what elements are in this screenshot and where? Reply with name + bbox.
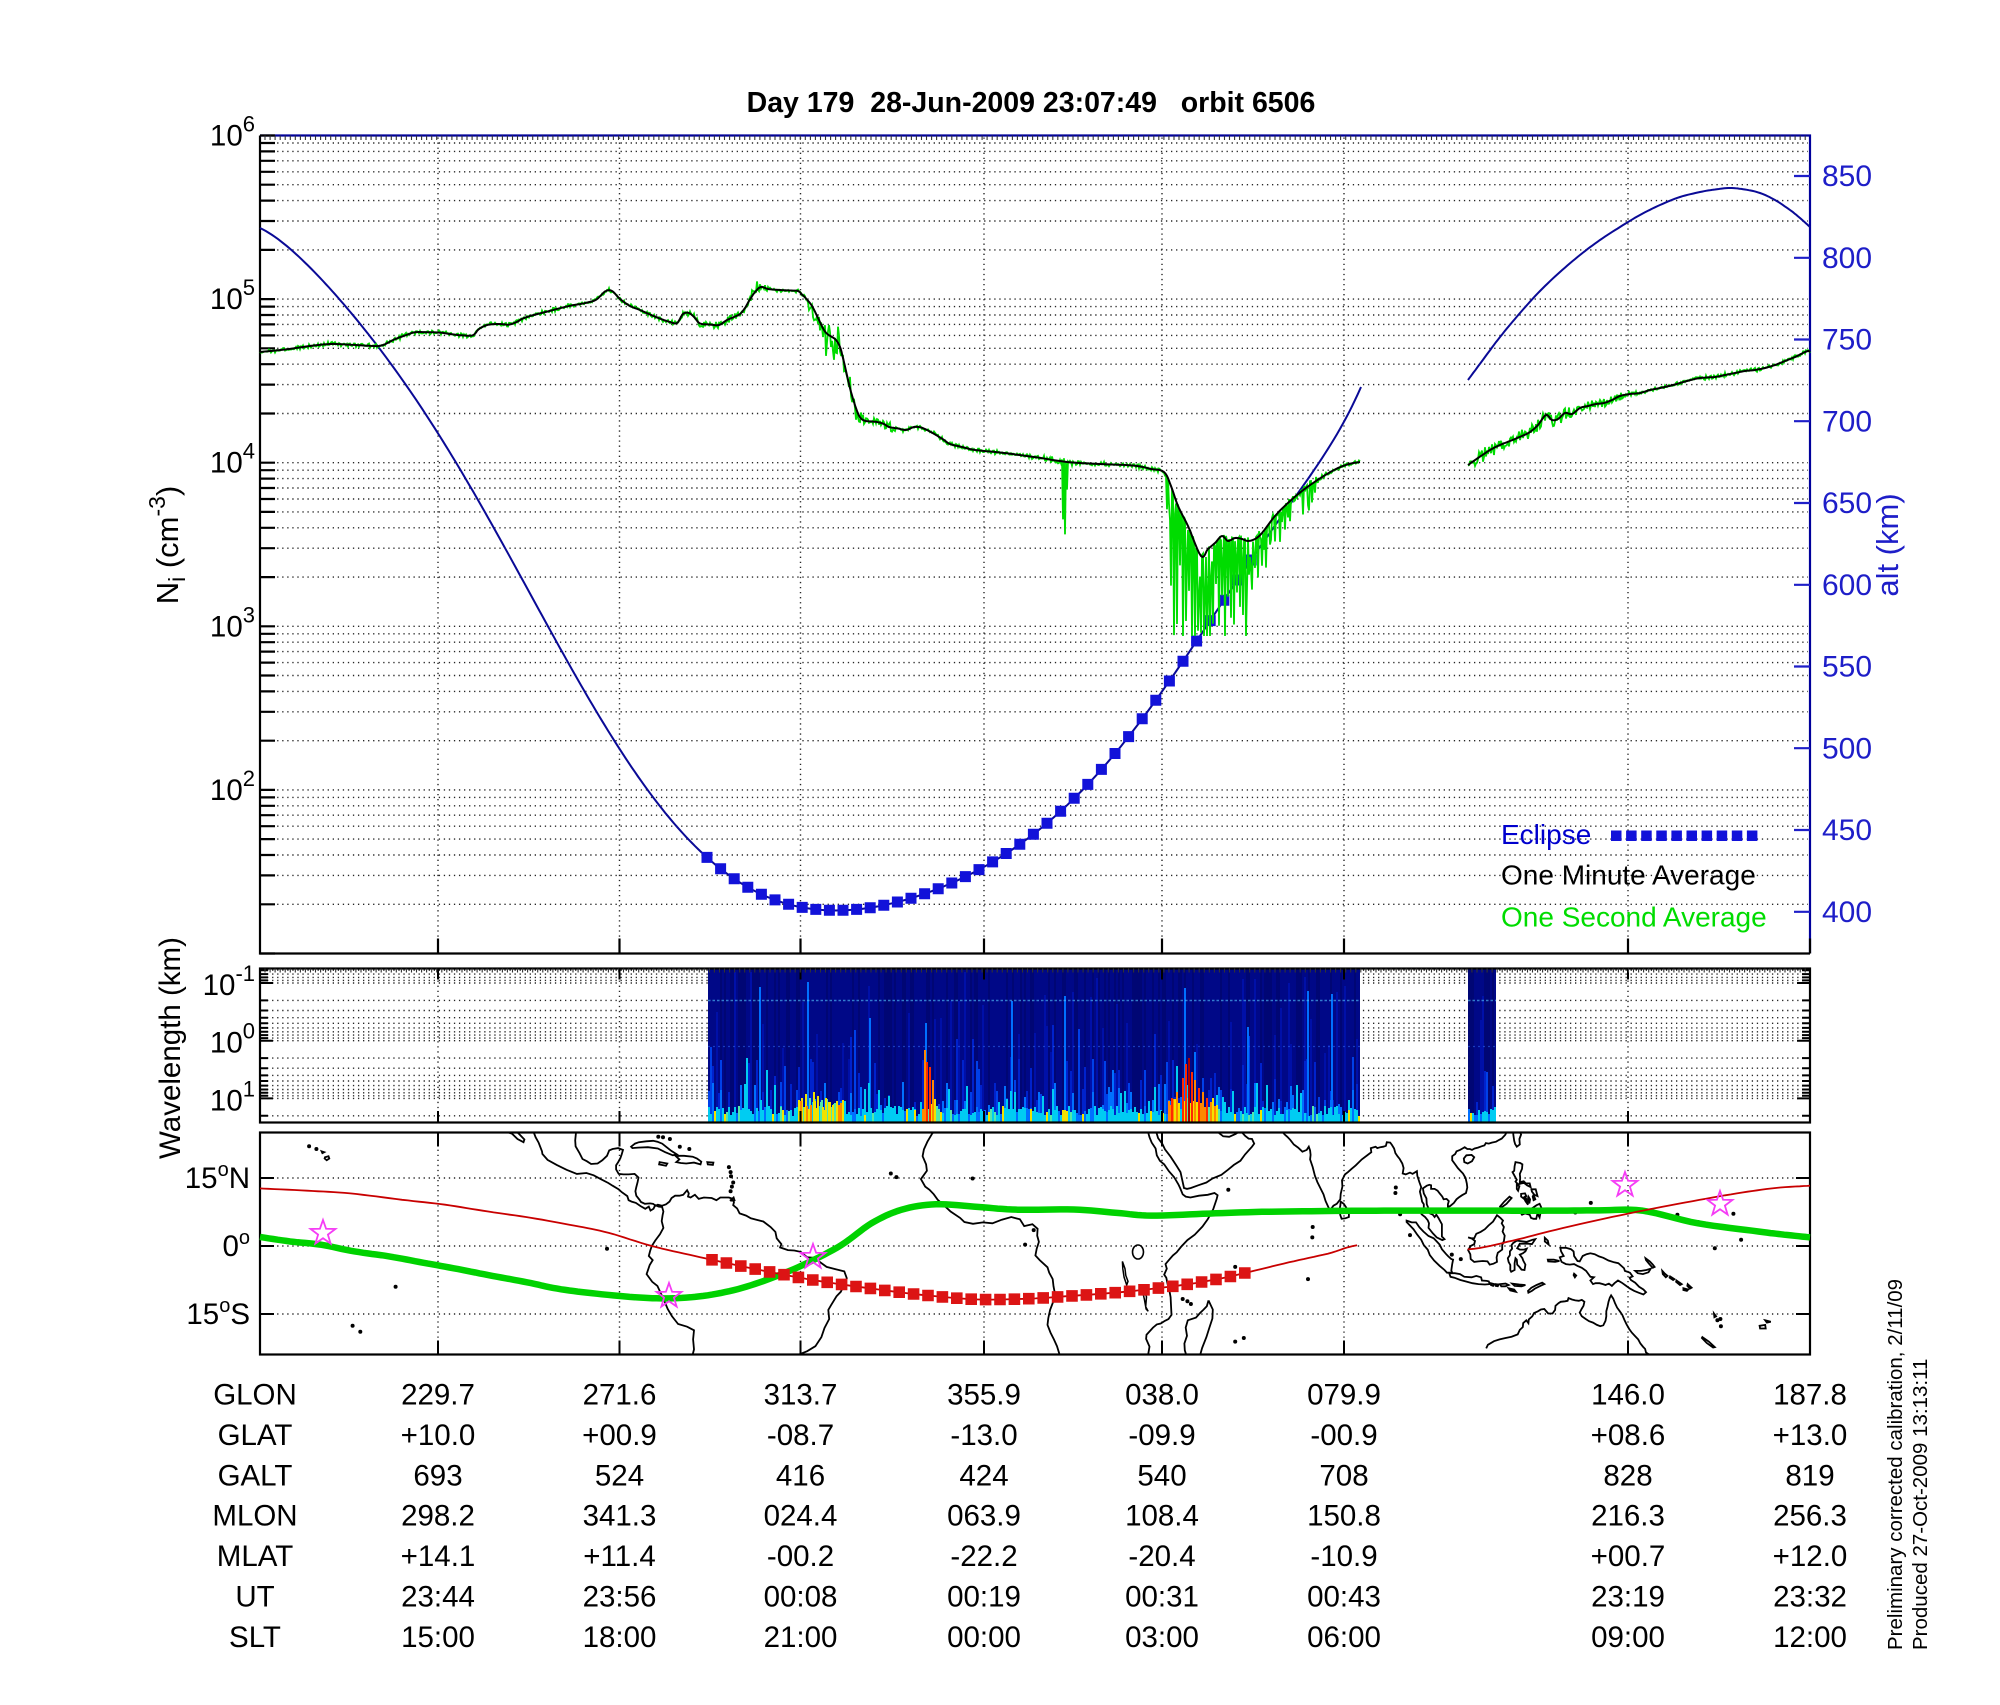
- svg-text:00:31: 00:31: [1125, 1581, 1199, 1614]
- svg-text:650: 650: [1822, 487, 1872, 520]
- svg-text:UT: UT: [235, 1581, 274, 1614]
- svg-text:708: 708: [1319, 1459, 1368, 1492]
- svg-text:187.8: 187.8: [1773, 1379, 1847, 1412]
- svg-text:+00.9: +00.9: [582, 1419, 657, 1452]
- svg-text:313.7: 313.7: [764, 1379, 838, 1412]
- svg-text:12:00: 12:00: [1773, 1621, 1847, 1654]
- svg-text:00:00: 00:00: [947, 1621, 1021, 1654]
- svg-text:271.6: 271.6: [583, 1379, 657, 1412]
- svg-text:-10.9: -10.9: [1310, 1540, 1377, 1573]
- svg-text:15:00: 15:00: [401, 1621, 475, 1654]
- svg-text:+12.0: +12.0: [1773, 1540, 1848, 1573]
- svg-text:00:19: 00:19: [947, 1581, 1021, 1614]
- svg-text:828: 828: [1603, 1459, 1652, 1492]
- svg-text:700: 700: [1822, 405, 1872, 438]
- svg-text:-20.4: -20.4: [1128, 1540, 1195, 1573]
- svg-text:550: 550: [1822, 651, 1872, 684]
- svg-text:23:32: 23:32: [1773, 1581, 1847, 1614]
- svg-text:800: 800: [1822, 242, 1872, 275]
- svg-text:400: 400: [1822, 896, 1872, 929]
- svg-text:15oS: 15oS: [186, 1295, 250, 1331]
- svg-text:+13.0: +13.0: [1773, 1419, 1848, 1452]
- svg-text:416: 416: [776, 1459, 825, 1492]
- svg-text:One Second Average: One Second Average: [1501, 902, 1767, 933]
- svg-text:00:08: 00:08: [764, 1581, 838, 1614]
- svg-text:Preliminary corrected calibrat: Preliminary corrected calibration, 2/11/…: [1884, 1279, 1907, 1650]
- svg-text:Ni (cm-3): Ni (cm-3): [144, 486, 190, 605]
- svg-text:Wavelength (km): Wavelength (km): [154, 937, 187, 1159]
- svg-text:524: 524: [595, 1459, 644, 1492]
- svg-text:216.3: 216.3: [1591, 1500, 1665, 1533]
- svg-text:450: 450: [1822, 814, 1872, 847]
- svg-text:079.9: 079.9: [1307, 1379, 1381, 1412]
- svg-text:23:56: 23:56: [583, 1581, 657, 1614]
- svg-text:+00.7: +00.7: [1591, 1540, 1666, 1573]
- svg-text:23:44: 23:44: [401, 1581, 475, 1614]
- svg-text:500: 500: [1822, 732, 1872, 765]
- svg-text:GALT: GALT: [218, 1459, 293, 1492]
- svg-text:06:00: 06:00: [1307, 1621, 1381, 1654]
- svg-text:Produced 27-Oct-2009 13:13:11: Produced 27-Oct-2009 13:13:11: [1909, 1359, 1932, 1650]
- svg-text:229.7: 229.7: [401, 1379, 475, 1412]
- svg-text:024.4: 024.4: [764, 1500, 838, 1533]
- svg-text:038.0: 038.0: [1125, 1379, 1199, 1412]
- svg-text:819: 819: [1785, 1459, 1834, 1492]
- svg-text:+14.1: +14.1: [401, 1540, 476, 1573]
- svg-text:-22.2: -22.2: [950, 1540, 1017, 1573]
- svg-text:03:00: 03:00: [1125, 1621, 1199, 1654]
- svg-text:+10.0: +10.0: [401, 1419, 476, 1452]
- svg-text:355.9: 355.9: [947, 1379, 1021, 1412]
- svg-text:+08.6: +08.6: [1591, 1419, 1666, 1452]
- svg-text:146.0: 146.0: [1591, 1379, 1665, 1412]
- svg-text:+11.4: +11.4: [583, 1540, 655, 1573]
- svg-text:540: 540: [1137, 1459, 1186, 1492]
- svg-text:424: 424: [959, 1459, 1008, 1492]
- svg-text:GLON: GLON: [213, 1379, 297, 1412]
- svg-text:750: 750: [1822, 324, 1872, 357]
- svg-text:GLAT: GLAT: [218, 1419, 293, 1452]
- svg-text:-08.7: -08.7: [767, 1419, 834, 1452]
- svg-text:Day 179 28-Jun-2009 23:07:49: Day 179 28-Jun-2009 23:07:49 orbit 6506: [747, 87, 1316, 119]
- svg-text:SLT: SLT: [229, 1621, 281, 1654]
- svg-text:600: 600: [1822, 569, 1872, 602]
- svg-text:-13.0: -13.0: [950, 1419, 1017, 1452]
- svg-text:850: 850: [1822, 160, 1872, 193]
- svg-text:-00.9: -00.9: [1310, 1419, 1377, 1452]
- svg-text:MLON: MLON: [212, 1500, 297, 1533]
- svg-text:alt (km): alt (km): [1870, 493, 1905, 596]
- svg-text:341.3: 341.3: [583, 1500, 657, 1533]
- svg-text:063.9: 063.9: [947, 1500, 1021, 1533]
- svg-text:108.4: 108.4: [1125, 1500, 1199, 1533]
- svg-text:150.8: 150.8: [1307, 1500, 1381, 1533]
- svg-text:One Minute Average: One Minute Average: [1501, 860, 1756, 891]
- svg-text:693: 693: [413, 1459, 462, 1492]
- svg-text:09:00: 09:00: [1591, 1621, 1665, 1654]
- svg-text:MLAT: MLAT: [217, 1540, 294, 1573]
- svg-text:18:00: 18:00: [583, 1621, 657, 1654]
- svg-text:-00.2: -00.2: [767, 1540, 834, 1573]
- svg-text:Eclipse: Eclipse: [1501, 819, 1591, 850]
- svg-text:15oN: 15oN: [185, 1159, 250, 1195]
- svg-text:23:19: 23:19: [1591, 1581, 1665, 1614]
- svg-text:298.2: 298.2: [401, 1500, 475, 1533]
- svg-text:21:00: 21:00: [764, 1621, 838, 1654]
- svg-text:-09.9: -09.9: [1128, 1419, 1195, 1452]
- svg-text:00:43: 00:43: [1307, 1581, 1381, 1614]
- svg-text:256.3: 256.3: [1773, 1500, 1847, 1533]
